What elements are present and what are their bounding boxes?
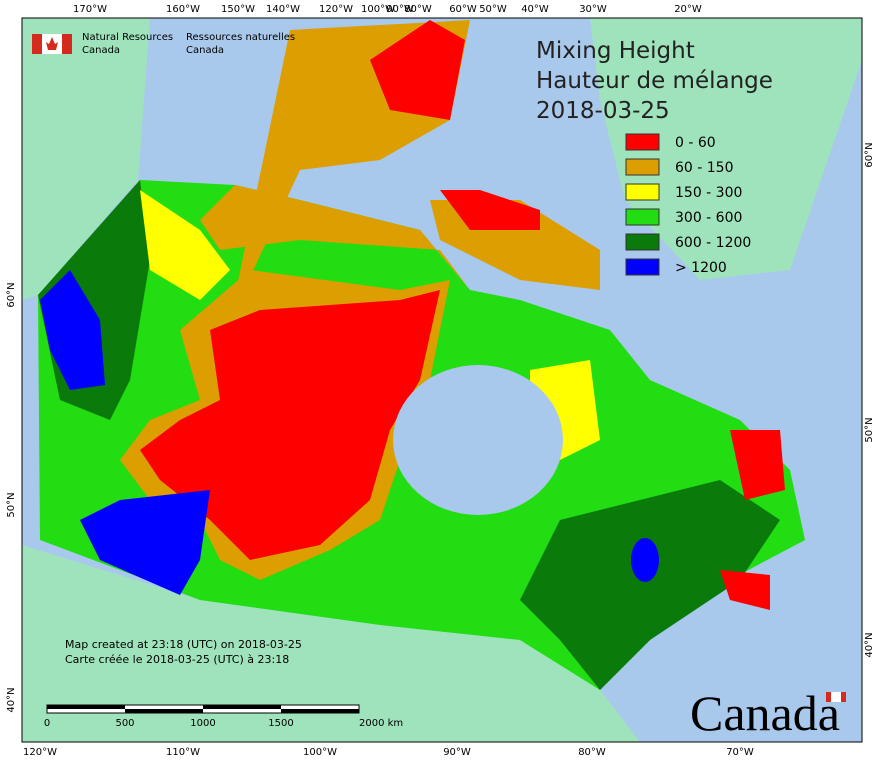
note: Carte créée le 2018-03-25 (UTC) à 23:18	[65, 653, 289, 666]
zone-dark-green	[520, 480, 780, 690]
map-frame	[21, 17, 863, 743]
scale-label: 1500	[268, 718, 293, 729]
latitude-label: 50°N	[6, 492, 17, 517]
scale-label: 500	[115, 718, 134, 729]
agency-fr: Ressources naturelles	[186, 32, 295, 43]
legend-swatch	[625, 158, 660, 176]
zone-red	[730, 430, 785, 500]
longitude-label: 120°W	[319, 4, 353, 15]
zone-blue	[80, 490, 210, 595]
legend-swatch	[625, 233, 660, 251]
longitude-label: 150°W	[221, 4, 255, 15]
zone-yellow	[140, 190, 230, 300]
hudson-bay	[393, 365, 563, 515]
longitude-label: 60°W	[449, 4, 477, 15]
zone-blue	[631, 538, 659, 582]
legend-label: 600 - 1200	[675, 235, 751, 251]
longitude-label: 80°W	[404, 4, 432, 15]
longitude-label: 110°W	[166, 747, 200, 758]
longitude-label: 40°W	[521, 4, 549, 15]
latitude-label: 50°N	[864, 417, 875, 442]
agency-en: Canada	[82, 45, 120, 56]
scale-label: 1000	[190, 718, 215, 729]
longitude-label: 70°W	[726, 747, 754, 758]
longitude-label: 120°W	[23, 747, 57, 758]
title: 2018-03-25	[536, 98, 670, 124]
latitude-label: 40°N	[6, 687, 17, 712]
legend-swatch	[625, 133, 660, 151]
latitude-label: 60°N	[6, 282, 17, 307]
longitude-label: 20°W	[674, 4, 702, 15]
legend-label: 0 - 60	[675, 135, 716, 151]
legend-label: > 1200	[675, 260, 727, 276]
agency-fr: Canada	[186, 45, 224, 56]
legend-label: 300 - 600	[675, 210, 742, 226]
flag-bar	[32, 34, 42, 54]
longitude-label: 170°W	[73, 4, 107, 15]
scale-label: 2000 km	[359, 718, 403, 729]
longitude-label: 140°W	[266, 4, 300, 15]
wordmark-flag	[831, 692, 841, 702]
longitude-label: 100°W	[303, 747, 337, 758]
usa	[22, 545, 640, 742]
zone-red	[370, 20, 465, 120]
alaska	[22, 18, 150, 300]
longitude-label: 90°W	[443, 747, 471, 758]
zone-red	[720, 570, 770, 610]
latitude-label: 60°N	[864, 142, 875, 167]
maple-leaf	[46, 37, 58, 50]
scale-label: 0	[44, 718, 50, 729]
latitude-label: 40°N	[864, 632, 875, 657]
zone-blue	[40, 270, 105, 390]
title: Mixing Height	[536, 38, 695, 64]
longitude-label: 100°W	[361, 4, 395, 15]
longitude-label: 90°W	[386, 4, 414, 15]
zone-red	[440, 190, 540, 230]
note: Map created at 23:18 (UTC) on 2018-03-25	[65, 638, 302, 651]
legend-swatch	[625, 183, 660, 201]
legend-label: 150 - 300	[675, 185, 742, 201]
title: Hauteur de mélange	[536, 68, 773, 94]
longitude-label: 50°W	[479, 4, 507, 15]
flag-bar	[62, 34, 72, 54]
wordmark: Canada	[690, 685, 840, 741]
scale-bar	[46, 704, 360, 714]
zone-red	[140, 290, 440, 560]
longitude-label: 80°W	[578, 747, 606, 758]
legend-swatch	[625, 258, 660, 276]
agency-en: Natural Resources	[82, 32, 173, 43]
longitude-label: 30°W	[579, 4, 607, 15]
longitude-label: 160°W	[166, 4, 200, 15]
legend-swatch	[625, 208, 660, 226]
legend-label: 60 - 150	[675, 160, 734, 176]
